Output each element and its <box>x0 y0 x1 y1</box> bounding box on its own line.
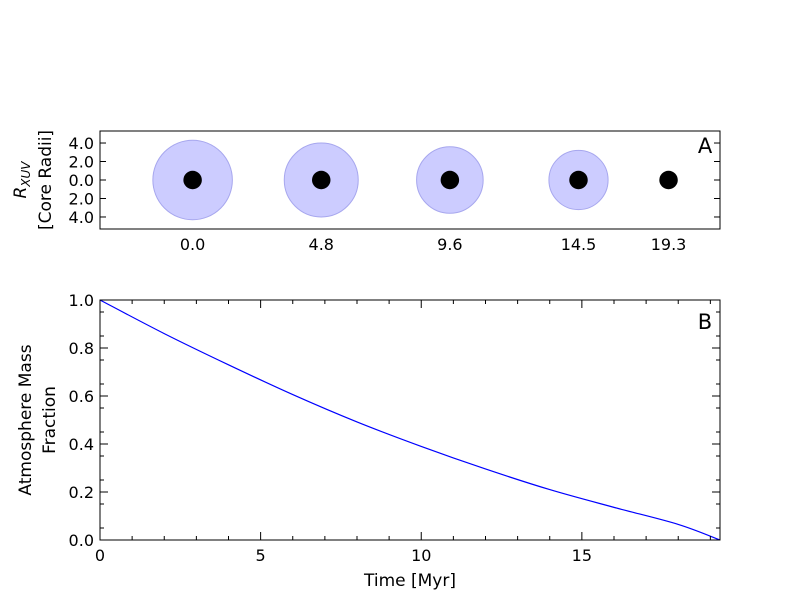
ylabel-subscript: XUV <box>19 161 33 188</box>
a-x-tick-label: 9.6 <box>437 235 462 254</box>
y-axis-title-line-2: Fraction <box>40 386 60 454</box>
panel-b-frame <box>99 299 721 541</box>
a-y-tick-label: 2.0 <box>69 189 94 208</box>
panel-a-ticks: 4.02.00.02.04.00.0 4.8 9.6 14.5 19.3 <box>69 134 720 254</box>
planet-core-1 <box>311 170 331 190</box>
b-y-tick-label: 0.2 <box>69 483 94 502</box>
panel-a-letter: A <box>698 134 713 158</box>
panel-b: 0 5 10 15 0.0 0.2 0.4 0.6 0.8 1.0 B Time [Myr] At… <box>16 291 721 591</box>
panel-b-ticks: 0 5 10 15 0.0 0.2 0.4 0.6 0.8 1.0 <box>69 291 720 565</box>
b-y-tick-label: 0.6 <box>69 387 94 406</box>
a-y-tick-label: 4.0 <box>69 134 94 153</box>
panel-a-ylabel: RXUV [Core Radii] <box>11 130 56 230</box>
a-y-tick-label: 2.0 <box>69 153 94 172</box>
ylabel-symbol: R <box>11 187 31 199</box>
b-y-tick-label: 0.0 <box>69 531 94 550</box>
b-y-tick-label: 0.8 <box>69 339 94 358</box>
a-x-tick-label: 0.0 <box>180 235 205 254</box>
y-axis-title-line-1: Atmosphere Mass <box>16 344 36 495</box>
b-y-tick-label: 0.4 <box>69 435 94 454</box>
x-axis-title: Time [Myr] <box>363 571 456 591</box>
series-line <box>99 299 721 541</box>
planet-core-0 <box>183 170 202 190</box>
planet-core-2 <box>440 170 460 190</box>
b-x-tick-label: 5 <box>256 546 266 565</box>
b-x-tick-label: 10 <box>411 546 431 565</box>
panel-a-ylabel-unit: [Core Radii] <box>36 130 56 230</box>
panel-a: 4.02.00.02.04.00.0 4.8 9.6 14.5 19.3 A RXUV … <box>11 130 721 254</box>
planet-core-3 <box>569 170 588 190</box>
b-x-tick-label: 15 <box>572 546 592 565</box>
a-x-tick-label: 4.8 <box>309 235 334 254</box>
a-x-tick-label: 19.3 <box>651 235 687 254</box>
panel-b-letter: B <box>698 310 712 334</box>
a-x-tick-label: 14.5 <box>561 235 597 254</box>
b-y-tick-label: 1.0 <box>69 291 94 310</box>
panel-a-ylabel-symbol: RXUV <box>11 161 33 199</box>
planet-core-4 <box>659 170 678 190</box>
a-y-tick-label: 4.0 <box>69 208 94 227</box>
a-y-tick-label: 0.0 <box>69 171 94 190</box>
xuv-circles <box>152 139 678 221</box>
b-x-tick-label: 0 <box>95 546 105 565</box>
